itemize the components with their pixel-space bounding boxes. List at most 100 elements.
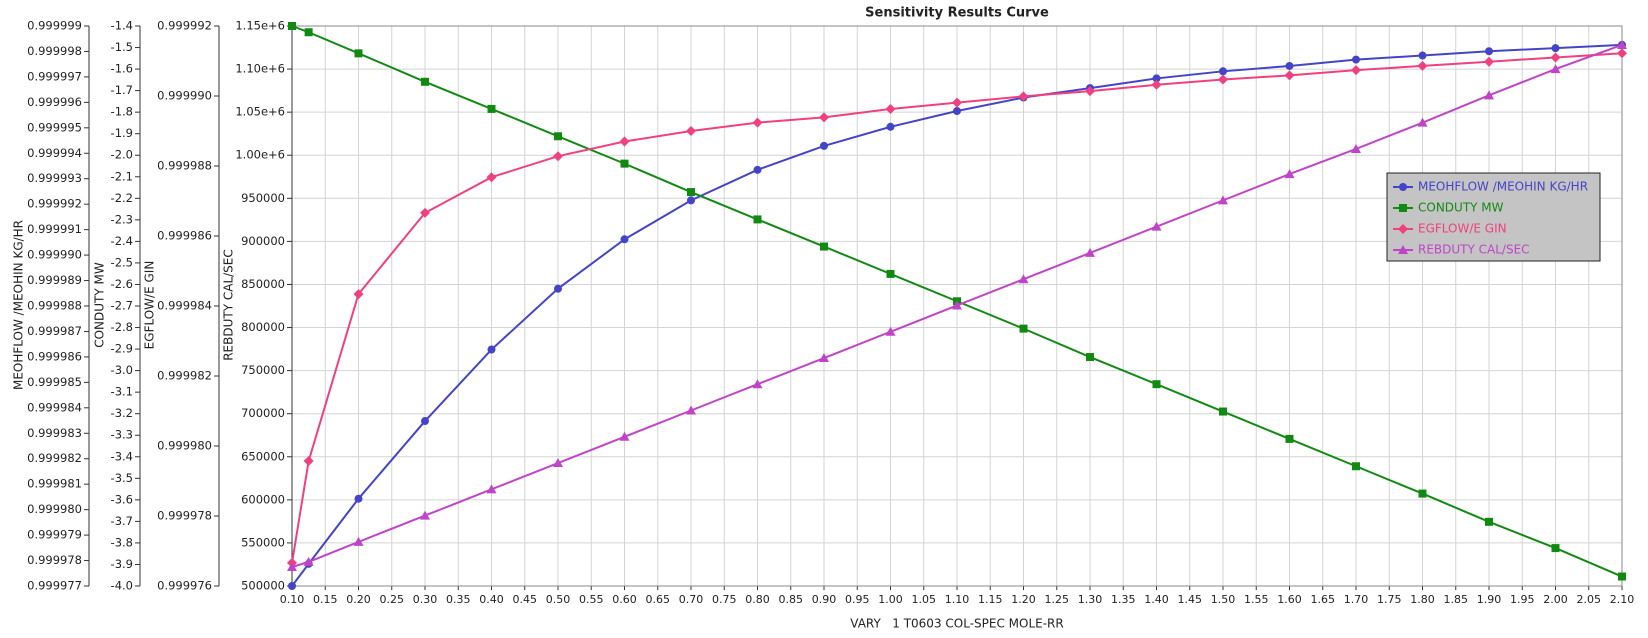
y-tick-label: 0.999977 [27,579,82,593]
y-tick-label: 750000 [241,363,285,377]
y-tick-label: 0.999980 [157,439,212,453]
x-tick-label: 2.00 [1543,593,1568,606]
x-tick-label: 1.55 [1244,593,1269,606]
point [1352,55,1360,64]
y-tick-label: -3.6 [111,492,133,506]
point [420,510,430,520]
x-tick-label: 0.90 [812,593,837,606]
x-tick-label: 0.15 [313,593,338,606]
point [1219,407,1227,416]
point [1085,247,1095,257]
y-tick-label: -2.5 [111,255,133,269]
y-tick-label: 0.999988 [27,299,82,313]
point [1352,462,1360,471]
point [886,122,895,131]
y-axis-label: MEOHFLOW /MEOHIN KG/HR [12,220,26,390]
y-tick-label: -2.3 [111,212,133,226]
point [1086,353,1094,362]
point [353,289,364,300]
x-tick-label: 0.10 [280,593,305,606]
y-tick-label: 1.15e+6 [235,19,285,33]
point [303,456,314,467]
y-tick-label: 0.999984 [157,299,212,313]
y-tick-label: 0.999995 [27,120,82,134]
x-tick-label: 1.30 [1078,593,1103,606]
point [486,172,497,183]
legend-marker [1398,245,1408,254]
y-tick-label: 0.999987 [27,324,82,338]
point [1550,52,1561,63]
y-axis-label: CONDUTY MW [93,262,107,348]
y-tick-label: -2.4 [111,234,133,248]
x-tick-label: 2.10 [1610,593,1635,606]
y-tick-label: -3.5 [111,471,133,485]
point [486,484,497,494]
y-tick-label: 0.999978 [157,509,212,523]
y-tick-label: 950000 [241,191,285,205]
point [1152,380,1161,389]
legend-label: EGFLOW/E GIN [1418,222,1507,236]
point [1018,91,1029,102]
point [1617,39,1627,49]
point [820,242,828,251]
point [620,159,629,168]
point [1219,67,1227,76]
y-tick-label: 1.05e+6 [235,105,285,119]
x-tick-label: 0.50 [546,593,571,606]
y-tick-label: 500000 [241,579,285,593]
y-tick-label: 800000 [241,320,285,334]
point [1485,517,1493,526]
y-tick-label: 700000 [241,406,285,420]
y-tick-label: -3.0 [111,363,133,377]
point [1484,90,1494,100]
y-tick-label: 0.999998 [27,44,82,58]
y-tick-label: -1.7 [111,83,133,97]
y-tick-label: 0.999988 [157,159,212,173]
x-tick-label: 1.40 [1144,593,1169,606]
y-tick-label: 0.999994 [27,146,82,160]
x-tick-label: 0.35 [446,593,471,606]
x-tick-label: 1.45 [1178,593,1203,606]
y-tick-label: 0.999990 [157,89,212,103]
y-axis-label: REBDUTY CAL/SEC [222,249,236,361]
point [554,132,562,141]
y-tick-label: -4.0 [111,579,133,593]
x-tick-label: 1.80 [1410,593,1435,606]
x-tick-label: 1.50 [1211,593,1236,606]
y-tick-label: 0.999979 [27,528,82,542]
y-tick-label: -3.9 [111,557,133,571]
y-tick-label: 0.999982 [27,451,82,465]
point [1551,44,1560,53]
point [752,117,763,128]
y-tick-label: 0.999993 [27,171,82,185]
point [1218,195,1228,205]
y-tick-label: 0.999996 [27,95,82,109]
y-tick-label: 0.999985 [27,375,82,389]
y-tick-label: -2.1 [111,169,133,183]
point [1152,74,1161,83]
point [304,28,313,37]
point [753,215,762,224]
y-tick-label: -2.9 [111,342,133,356]
point [487,345,496,354]
point [687,196,695,205]
point [619,431,630,441]
x-tick-label: 1.25 [1045,593,1070,606]
legend-label: MEOHFLOW /MEOHIN KG/HR [1418,180,1588,194]
point [885,103,896,114]
point [421,417,429,426]
y-tick-label: 0.999986 [27,349,82,363]
legend-box [1386,172,1601,262]
x-tick-label: 0.30 [413,593,438,606]
point [1418,51,1427,60]
point [886,269,895,278]
x-tick-label: 0.85 [779,593,804,606]
y-tick-label: 900000 [241,234,285,248]
point [354,49,363,58]
point [1151,79,1162,90]
y-tick-label: 0.999992 [27,197,82,211]
x-tick-label: 1.90 [1477,593,1502,606]
x-tick-label: 0.80 [745,593,770,606]
point [1484,56,1494,67]
x-tick-label: 1.95 [1510,593,1535,606]
